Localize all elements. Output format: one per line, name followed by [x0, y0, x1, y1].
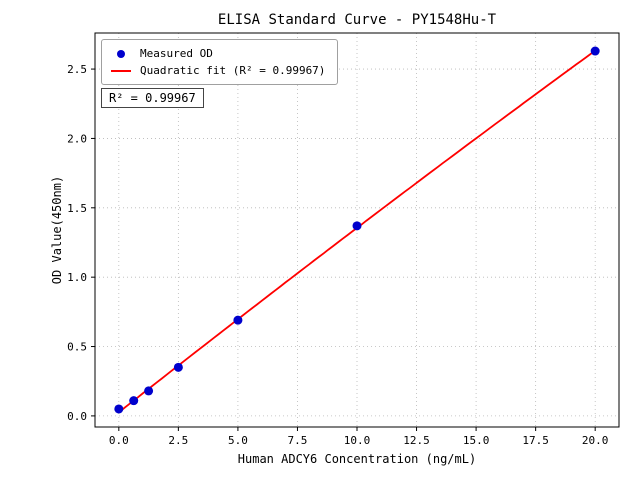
y-tick-label: 2.0 [67, 132, 87, 145]
x-tick-label: 15.0 [463, 434, 490, 447]
x-tick-label: 12.5 [403, 434, 430, 447]
data-point [144, 386, 154, 396]
legend-label-measured-od: Measured OD [140, 47, 213, 60]
legend-item-measured-od: Measured OD [111, 45, 325, 62]
data-point [352, 221, 362, 231]
x-tick-label: 0.0 [109, 434, 129, 447]
x-axis-label: Human ADCY6 Concentration (ng/mL) [237, 452, 477, 466]
quadratic-fit-line-icon [111, 69, 131, 72]
chart-title: ELISA Standard Curve - PY1548Hu-T [217, 12, 497, 28]
x-tick-label: 20.0 [582, 434, 609, 447]
x-tick-label: 2.5 [168, 434, 188, 447]
axis-ticks: 0.0 2.5 5.0 7.5 10.0 12.5 15.0 17.5 20.0 0.0 0.5 1.… [67, 63, 608, 447]
x-tick-label: 5.0 [228, 434, 248, 447]
measured-points [114, 46, 600, 414]
data-point [590, 46, 600, 56]
y-tick-label: 1.0 [67, 271, 87, 284]
grid-lines [95, 33, 619, 427]
data-point [233, 315, 243, 325]
data-point [114, 404, 124, 414]
legend: Measured OD Quadratic fit (R² = 0.99967) [101, 39, 339, 85]
x-tick-label: 17.5 [522, 434, 549, 447]
legend-label-quadratic-fit: Quadratic fit (R² = 0.99967) [140, 64, 326, 77]
r-squared-annotation: R² = 0.99967 [101, 88, 204, 108]
measured-od-dot-icon [117, 49, 125, 58]
y-tick-label: 1.5 [67, 202, 87, 215]
x-tick-label: 10.0 [344, 434, 371, 447]
y-axis-label: OD Value(450nm) [50, 175, 64, 285]
data-point [173, 362, 183, 372]
legend-item-quadratic-fit: Quadratic fit (R² = 0.99967) [111, 62, 325, 79]
y-tick-label: 2.5 [67, 63, 87, 76]
y-tick-label: 0.5 [67, 341, 87, 354]
data-point [129, 396, 139, 406]
x-tick-label: 7.5 [288, 434, 308, 447]
y-tick-label: 0.0 [67, 410, 87, 423]
